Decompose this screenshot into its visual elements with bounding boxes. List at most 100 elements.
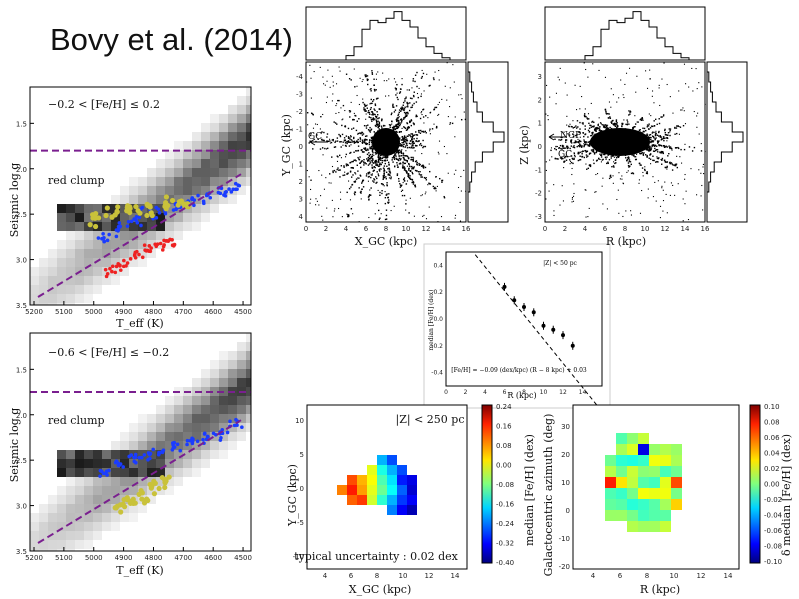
star-dot (366, 139, 368, 141)
density-cell (93, 204, 102, 213)
star-dot (566, 147, 569, 150)
star-dot (364, 110, 366, 112)
star-dot (664, 129, 666, 132)
star-dot (678, 126, 680, 128)
star-dot (351, 128, 353, 130)
metallicity-cell (387, 485, 397, 495)
data-point (195, 439, 200, 444)
star-dot (607, 161, 609, 163)
star-dot (314, 123, 317, 125)
azimuth-cell (660, 466, 671, 477)
star-dot (654, 145, 656, 147)
density-cell (129, 504, 138, 513)
star-dot (348, 145, 351, 147)
star-dot (613, 122, 615, 125)
star-dot (649, 158, 652, 160)
star-dot (665, 193, 667, 195)
data-point (170, 441, 175, 445)
star-dot (370, 98, 372, 101)
star-dot (406, 142, 408, 145)
star-dot (646, 156, 648, 158)
y-tick-label: -4 (296, 73, 304, 81)
star-dot (347, 214, 350, 216)
star-dot (628, 114, 630, 116)
star-dot (371, 161, 373, 163)
star-dot (320, 132, 322, 134)
star-dot (357, 138, 359, 141)
star-dot (647, 188, 649, 190)
star-dot (391, 120, 393, 123)
density-cell (75, 495, 84, 504)
star-dot (376, 171, 378, 173)
gradient-equation: [Fe/H] = −0.09 (dex/kpc) (R − 8 kpc) + 0… (451, 367, 587, 374)
star-dot (371, 159, 373, 162)
data-point (171, 446, 176, 450)
star-dot (338, 133, 340, 136)
star-dot (660, 158, 662, 161)
star-dot (370, 129, 372, 131)
star-dot (399, 143, 401, 145)
star-dot (415, 115, 417, 118)
star-dot (353, 142, 356, 144)
star-dot (659, 136, 661, 138)
star-dot (347, 127, 350, 130)
density-cell (39, 294, 48, 303)
star-dot (562, 157, 564, 160)
star-dot (419, 117, 422, 120)
density-cell (174, 396, 183, 405)
star-dot (399, 183, 401, 185)
star-dot (409, 140, 412, 142)
star-dot (546, 182, 548, 184)
metallicity-gradient-plot: 0 2 4 6 8 10 12 140.40.20.0-0.2-0.4 (423, 243, 611, 412)
star-dot (352, 127, 355, 129)
star-dot (373, 166, 375, 168)
star-dot (402, 138, 404, 140)
star-dot (338, 66, 340, 68)
star-dot (411, 138, 413, 141)
star-dot (397, 117, 399, 119)
star-dot (374, 109, 376, 112)
star-dot (558, 79, 560, 81)
data-point (139, 490, 145, 496)
density-cell (228, 195, 237, 204)
star-dot (555, 145, 557, 148)
star-dot (649, 78, 651, 80)
metallicity-cell (377, 475, 387, 485)
density-cell (138, 186, 147, 195)
colorbar (481, 404, 493, 564)
density-cell (237, 177, 246, 186)
star-dot (370, 148, 373, 150)
data-point (134, 214, 139, 219)
star-dot (383, 170, 386, 172)
star-dot (654, 181, 656, 183)
density-cell (111, 222, 120, 231)
azimuth-cell (605, 488, 616, 499)
density-cell (57, 504, 66, 513)
star-dot (412, 183, 415, 185)
star-dot (576, 145, 578, 148)
star-dot (628, 159, 631, 161)
star-dot (613, 166, 615, 168)
density-cell (75, 468, 84, 477)
star-dot (398, 122, 400, 125)
density-cell (201, 378, 210, 387)
y-tick-label: 10 (561, 479, 570, 487)
colorbar-tick-label: -0.08 (496, 481, 514, 489)
azimuth-cell (649, 488, 660, 499)
star-dot (596, 173, 599, 175)
star-dot (579, 155, 581, 157)
density-cell (219, 441, 228, 450)
density-cell (48, 276, 57, 285)
density-cell (93, 531, 102, 540)
star-dot (334, 208, 336, 210)
star-dot (382, 184, 384, 186)
star-dot (340, 165, 343, 167)
star-dot (387, 168, 389, 170)
star-dot (650, 141, 652, 144)
star-dot (425, 191, 427, 193)
star-dot (656, 157, 659, 159)
star-dot (422, 165, 425, 168)
star-dot (646, 154, 648, 157)
star-dot (407, 112, 409, 115)
